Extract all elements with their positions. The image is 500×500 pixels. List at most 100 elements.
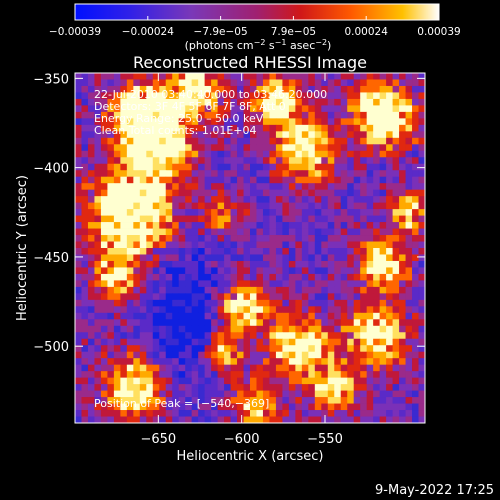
heatmap-cell <box>178 254 186 262</box>
heatmap-cell <box>230 73 238 80</box>
heatmap-cell <box>250 267 257 275</box>
heatmap-cell <box>191 358 199 366</box>
heatmap-cell <box>392 358 400 366</box>
heatmap-cell <box>295 338 303 346</box>
heatmap-cell <box>321 306 329 314</box>
heatmap-cell <box>269 222 277 229</box>
heatmap-cell <box>94 273 102 281</box>
heatmap-cell <box>81 286 89 294</box>
heatmap-cell <box>327 351 335 359</box>
heatmap-cell <box>94 403 102 411</box>
heatmap-cell <box>94 92 102 100</box>
heatmap-cell <box>126 267 134 275</box>
heatmap-cell <box>230 345 238 353</box>
heatmap-cell <box>379 390 387 398</box>
heatmap-cell <box>178 241 186 249</box>
heatmap-cell <box>360 312 368 320</box>
heatmap-cell <box>87 215 95 223</box>
heatmap-cell <box>250 215 257 223</box>
heatmap-cell <box>113 358 121 366</box>
heatmap-cell <box>224 286 231 294</box>
heatmap-cell <box>100 183 108 191</box>
heatmap-cell <box>120 157 128 165</box>
heatmap-cell <box>172 293 180 301</box>
heatmap-cell <box>295 163 303 171</box>
heatmap-cell <box>256 215 264 223</box>
heatmap-cell <box>120 358 128 366</box>
heatmap-cell <box>308 137 316 145</box>
heatmap-cell <box>198 384 206 391</box>
heatmap-cell <box>191 390 199 398</box>
heatmap-cell <box>295 351 303 359</box>
heatmap-cell <box>314 196 322 204</box>
heatmap-cell <box>146 267 154 275</box>
heatmap-cell <box>340 248 348 255</box>
heatmap-cell <box>301 358 309 366</box>
heatmap-cell <box>288 312 296 320</box>
heatmap-cell <box>204 222 212 229</box>
heatmap-cell <box>321 390 329 398</box>
heatmap-cell <box>295 118 303 126</box>
heatmap-cell <box>262 235 270 242</box>
heatmap-cell <box>412 92 419 100</box>
heatmap-cell <box>230 403 238 411</box>
heatmap-cell <box>75 280 82 288</box>
heatmap-cell <box>243 397 251 404</box>
heatmap-cell <box>243 286 251 294</box>
chart-title: Reconstructed RHESSI Image <box>133 53 367 72</box>
heatmap-cell <box>113 397 121 404</box>
heatmap-cell <box>211 118 218 126</box>
heatmap-cell <box>178 111 186 119</box>
heatmap-cell <box>211 371 218 379</box>
heatmap-cell <box>81 157 89 165</box>
heatmap-cell <box>353 144 361 152</box>
heatmap-cell <box>353 260 361 268</box>
heatmap-cell <box>178 377 186 385</box>
heatmap-cell <box>120 351 128 359</box>
heatmap-cell <box>288 248 296 255</box>
heatmap-cell <box>288 273 296 281</box>
heatmap-cell <box>217 280 225 288</box>
heatmap-cell <box>269 364 277 372</box>
heatmap-cell <box>282 215 290 223</box>
heatmap-cell <box>204 306 212 314</box>
heatmap-cell <box>120 92 128 100</box>
heatmap-cell <box>399 183 406 191</box>
heatmap-cell <box>347 131 355 139</box>
heatmap-cell <box>373 377 381 385</box>
heatmap-cell <box>327 254 335 262</box>
heatmap-cell <box>198 183 206 191</box>
heatmap-cell <box>353 235 361 242</box>
heatmap-cell <box>113 92 121 100</box>
heatmap-cell <box>373 209 381 216</box>
heatmap-cell <box>204 92 212 100</box>
heatmap-cell <box>418 254 425 262</box>
heatmap-cell <box>373 85 381 93</box>
heatmap-cell <box>120 209 128 216</box>
heatmap-cell <box>211 319 218 327</box>
heatmap-cell <box>392 416 400 423</box>
heatmap-cell <box>133 286 141 294</box>
heatmap-cell <box>295 196 303 204</box>
heatmap-cell <box>87 157 95 165</box>
heatmap-cell <box>373 273 381 281</box>
heatmap-cell <box>418 384 425 391</box>
heatmap-cell <box>81 332 89 340</box>
heatmap-cell <box>198 202 206 210</box>
heatmap-cell <box>288 286 296 294</box>
heatmap-cell <box>217 241 225 249</box>
heatmap-cell <box>327 248 335 255</box>
heatmap-cell <box>120 280 128 288</box>
heatmap-cell <box>191 377 199 385</box>
heatmap-cell <box>87 260 95 268</box>
heatmap-cell <box>392 286 400 294</box>
heatmap-cell <box>288 299 296 307</box>
heatmap-cell <box>87 131 95 139</box>
heatmap-cell <box>230 189 238 197</box>
heatmap-cell <box>113 85 121 93</box>
heatmap-cell <box>412 228 419 236</box>
heatmap-cell <box>81 397 89 404</box>
heatmap-cell <box>165 85 173 93</box>
heatmap-cell <box>198 157 206 165</box>
heatmap-cell <box>152 163 160 171</box>
